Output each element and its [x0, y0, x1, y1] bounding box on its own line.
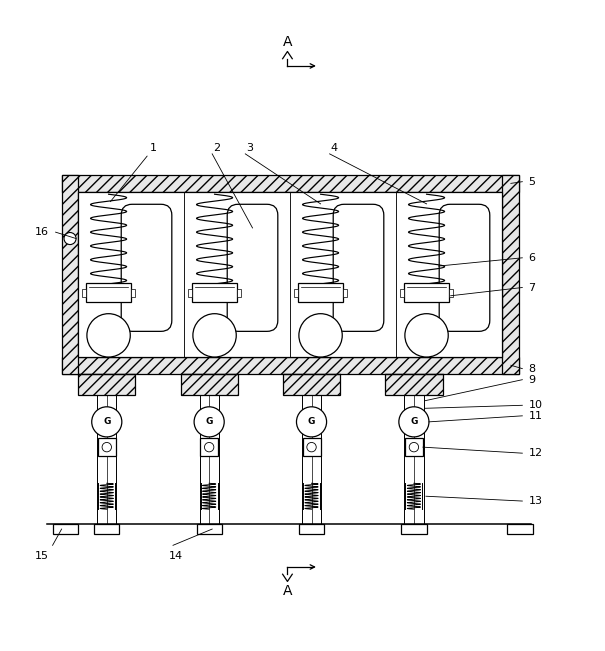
- Text: 14: 14: [169, 551, 183, 561]
- Bar: [237, 289, 241, 297]
- Text: 8: 8: [528, 364, 535, 374]
- Text: 15: 15: [34, 551, 48, 561]
- Text: G: G: [410, 417, 417, 426]
- Circle shape: [307, 443, 316, 452]
- Bar: [79, 192, 502, 357]
- FancyBboxPatch shape: [439, 204, 490, 331]
- Circle shape: [405, 314, 448, 357]
- Bar: [299, 524, 324, 534]
- Text: 5: 5: [528, 176, 535, 187]
- Text: G: G: [103, 417, 111, 426]
- Bar: [180, 374, 238, 395]
- Bar: [449, 289, 453, 297]
- Bar: [401, 524, 427, 534]
- Text: 16: 16: [34, 227, 48, 237]
- Bar: [82, 289, 86, 297]
- Bar: [298, 283, 343, 302]
- Text: 9: 9: [528, 375, 535, 385]
- Bar: [385, 374, 442, 395]
- Circle shape: [296, 407, 327, 437]
- Text: A: A: [283, 584, 292, 598]
- Text: 1: 1: [150, 143, 157, 153]
- Bar: [302, 438, 321, 456]
- Bar: [78, 374, 136, 395]
- FancyBboxPatch shape: [121, 204, 172, 331]
- Text: G: G: [308, 417, 315, 426]
- Bar: [343, 289, 347, 297]
- Bar: [192, 283, 237, 302]
- Circle shape: [102, 443, 111, 452]
- Bar: [79, 192, 502, 357]
- Bar: [404, 283, 449, 302]
- Bar: [295, 289, 298, 297]
- Bar: [62, 357, 519, 374]
- Text: 6: 6: [528, 253, 535, 263]
- Bar: [507, 524, 532, 534]
- FancyBboxPatch shape: [333, 204, 384, 331]
- Circle shape: [87, 314, 130, 357]
- Circle shape: [299, 314, 342, 357]
- Bar: [98, 438, 116, 456]
- Text: A: A: [283, 35, 292, 49]
- Circle shape: [399, 407, 429, 437]
- Text: 10: 10: [528, 400, 542, 410]
- Bar: [283, 374, 340, 395]
- Circle shape: [194, 407, 224, 437]
- Bar: [62, 175, 519, 192]
- Bar: [94, 524, 119, 534]
- Bar: [405, 438, 423, 456]
- Bar: [86, 283, 131, 302]
- Text: 11: 11: [528, 411, 542, 421]
- FancyBboxPatch shape: [227, 204, 278, 331]
- Text: 2: 2: [213, 143, 220, 153]
- Text: 7: 7: [528, 283, 535, 292]
- Circle shape: [193, 314, 237, 357]
- Text: 13: 13: [528, 496, 542, 506]
- Circle shape: [92, 407, 122, 437]
- Bar: [200, 438, 218, 456]
- Circle shape: [409, 443, 419, 452]
- Circle shape: [64, 232, 76, 245]
- Text: 12: 12: [528, 448, 543, 458]
- Bar: [131, 289, 135, 297]
- Bar: [53, 524, 78, 534]
- Text: 3: 3: [246, 143, 253, 153]
- Circle shape: [204, 443, 214, 452]
- Bar: [197, 524, 222, 534]
- Bar: [188, 289, 192, 297]
- Text: 4: 4: [331, 143, 338, 153]
- Text: G: G: [206, 417, 213, 426]
- Bar: [62, 175, 79, 374]
- Bar: [401, 289, 404, 297]
- Bar: [502, 175, 519, 374]
